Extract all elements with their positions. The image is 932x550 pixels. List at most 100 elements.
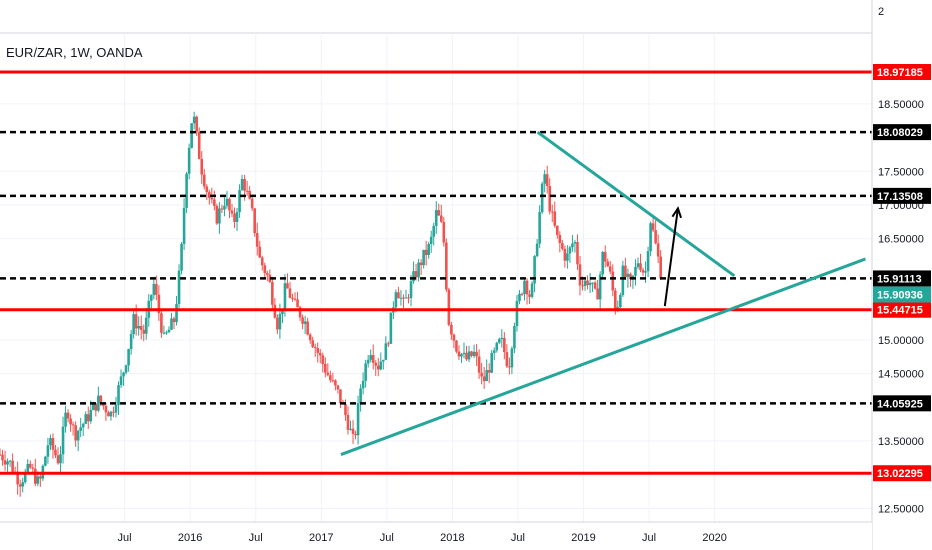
candle-body (555, 225, 559, 235)
candle-body (477, 356, 481, 373)
candle-body (139, 326, 143, 330)
trendlines (340, 130, 866, 456)
candle-body (581, 285, 584, 287)
level-price-tag: 15.91113 (877, 273, 922, 285)
candle-body (419, 262, 423, 266)
price-tags: 18.97185 18.08029 17.13508 15.91113 15.44715… (873, 63, 931, 482)
candle-body (230, 210, 234, 214)
time-axis[interactable]: Jul 2016 Jul 2017 Jul 2018 Jul 2019 Jul 2020 (0, 521, 872, 550)
candle-body (626, 273, 630, 278)
candle-body (366, 359, 370, 364)
candle-body (621, 265, 625, 296)
candle-body (200, 158, 204, 175)
candle-body (639, 263, 642, 270)
candle-body (76, 430, 80, 441)
candle-body (86, 414, 90, 422)
candle-body (6, 461, 9, 465)
current-price-tag: 15.90936 (877, 290, 923, 302)
candle-body (482, 376, 486, 382)
candle-body (455, 340, 458, 352)
candle-body (281, 308, 284, 315)
trendline-descending-resistance (536, 130, 736, 278)
candle-body (414, 271, 418, 278)
candle-body (593, 282, 597, 289)
candle-body (233, 213, 236, 222)
candle-body (634, 267, 637, 276)
candle-body (202, 174, 206, 187)
candle-body (197, 131, 201, 159)
candle-body (480, 372, 483, 377)
candle-body (99, 395, 103, 404)
candle-body (160, 313, 163, 333)
candle-body (518, 293, 521, 302)
candle-body (129, 334, 133, 350)
candle-body (606, 261, 610, 267)
candle-body (296, 299, 299, 308)
candle-body (361, 380, 365, 389)
candle-body (417, 262, 420, 278)
candle-body (588, 283, 592, 286)
level-price-tag: 18.08029 (877, 127, 923, 139)
candle-body (654, 230, 657, 244)
candle-body (44, 456, 47, 466)
candle-body (445, 242, 448, 290)
candle-body (132, 314, 135, 335)
candle-body (34, 468, 37, 484)
candle-body (472, 351, 476, 356)
candle-body (359, 388, 362, 404)
candle-body (124, 365, 128, 373)
candle-body (323, 363, 327, 373)
candle-body (651, 223, 655, 231)
candle-body (543, 174, 546, 184)
candle-body (583, 280, 587, 286)
candle-body (31, 467, 35, 469)
time-tick-label: 2016 (178, 532, 202, 544)
candle-body (500, 337, 504, 339)
candle-body (611, 271, 615, 291)
candle-body (535, 243, 539, 257)
time-tick-label: Jul (118, 532, 132, 544)
candle-body (344, 404, 347, 415)
candle-body (608, 266, 612, 272)
time-tick-label: Jul (249, 532, 263, 544)
candle-body (268, 274, 272, 282)
candle-body (210, 197, 214, 200)
candle-body (8, 460, 12, 462)
candle-body (508, 366, 511, 368)
candle-body (3, 460, 7, 465)
horizontal-levels (0, 70, 872, 475)
candle-body (318, 352, 322, 356)
candle-body (49, 438, 52, 446)
candle-body (495, 342, 499, 351)
candle-body (195, 116, 198, 132)
candle-body (150, 295, 153, 301)
candle-body (155, 283, 158, 295)
candle-body (127, 349, 130, 366)
candle-body (152, 283, 156, 296)
level-price-tag: 18.97185 (877, 67, 923, 79)
candle-body (79, 427, 82, 431)
candle-body (497, 338, 501, 343)
candle-body (213, 199, 216, 206)
candle-body (492, 350, 496, 353)
candle-body (165, 332, 168, 334)
candle-body (205, 186, 209, 193)
candle-body (351, 428, 355, 434)
candle-body (265, 273, 269, 275)
time-tick-label: Jul (380, 532, 394, 544)
candle-body (389, 312, 393, 344)
candle-body (185, 173, 188, 208)
candle-body (134, 314, 138, 329)
candle-body (190, 123, 193, 148)
candle-body (434, 210, 438, 226)
current-price-tag-bg (873, 286, 931, 303)
price-tick-label: 17.50000 (878, 166, 924, 178)
candle-body (513, 326, 516, 349)
candle-body (558, 234, 562, 244)
level-price-tag-bg (873, 63, 931, 80)
candle-body (591, 282, 594, 284)
candle-body (381, 359, 385, 362)
projection-arrow (663, 208, 679, 307)
